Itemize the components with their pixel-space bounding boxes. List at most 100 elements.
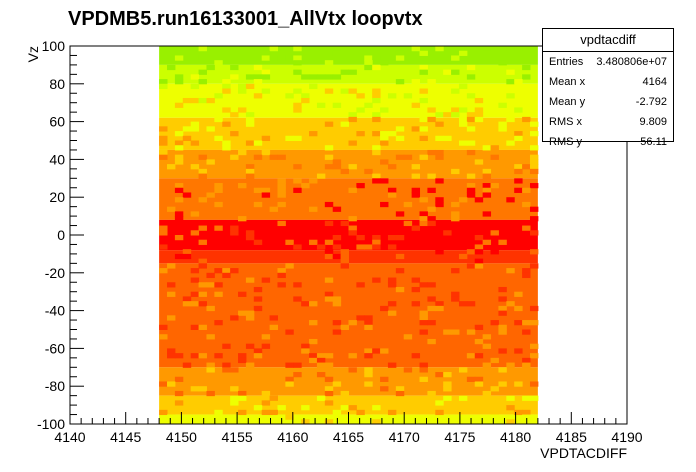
stats-value: 3.480806e+07 bbox=[596, 56, 667, 68]
heatmap-cell bbox=[159, 225, 168, 231]
heatmap-cell bbox=[411, 353, 421, 359]
heatmap-cell bbox=[387, 192, 397, 198]
heatmap-cell bbox=[159, 324, 168, 330]
heatmap-cell bbox=[451, 329, 460, 335]
chart-title: VPDMB5.run16133001_AllVtx loopvtx bbox=[68, 8, 423, 30]
heatmap-cell bbox=[293, 296, 302, 302]
heatmap-cell bbox=[206, 282, 215, 288]
heatmap-cell bbox=[356, 235, 365, 241]
y-tick-label: -60 bbox=[45, 340, 65, 356]
heatmap-cell bbox=[443, 69, 452, 75]
heatmap-cell bbox=[498, 324, 507, 330]
heatmap-cell bbox=[190, 301, 200, 307]
y-tick-label: 20 bbox=[49, 189, 65, 205]
heatmap-cell bbox=[451, 88, 460, 94]
heatmap-cell bbox=[174, 376, 184, 382]
heatmap-cell bbox=[269, 315, 278, 321]
heatmap-cell bbox=[245, 173, 255, 179]
heatmap-cell bbox=[529, 154, 539, 160]
heatmap-cell bbox=[309, 239, 318, 245]
y-tick-label: 80 bbox=[49, 76, 65, 92]
heatmap-cell bbox=[309, 131, 318, 137]
heatmap-cell bbox=[514, 409, 523, 416]
heatmap-cell bbox=[261, 409, 271, 416]
heatmap-cell bbox=[419, 216, 428, 222]
heatmap-cell bbox=[277, 183, 286, 189]
heatmap-cell bbox=[458, 395, 468, 401]
heatmap-cell bbox=[324, 154, 334, 160]
heatmap-cell bbox=[190, 230, 200, 236]
heatmap-cell bbox=[324, 164, 334, 170]
heatmap-cell bbox=[348, 405, 357, 411]
heatmap-cell bbox=[332, 102, 342, 108]
heatmap-cell bbox=[309, 353, 318, 359]
heatmap-cell bbox=[466, 263, 476, 269]
heatmap-cell bbox=[372, 239, 381, 245]
heatmap-cell bbox=[340, 263, 349, 269]
heatmap-cell bbox=[159, 230, 168, 236]
heatmap-cell bbox=[356, 409, 365, 416]
heatmap-cell bbox=[474, 353, 484, 359]
heatmap-band bbox=[159, 263, 538, 368]
heatmap-cell bbox=[506, 268, 515, 274]
heatmap-cell bbox=[490, 386, 499, 392]
heatmap-cell bbox=[332, 164, 342, 170]
heatmap-cell bbox=[427, 296, 436, 302]
heatmap-cell bbox=[293, 60, 302, 66]
heatmap-cell bbox=[474, 159, 484, 165]
heatmap-cell bbox=[348, 88, 357, 94]
heatmap-cell bbox=[458, 121, 468, 127]
heatmap-cell bbox=[474, 116, 484, 123]
x-axis-title: VPDTACDIFF bbox=[540, 445, 627, 461]
heatmap-cell bbox=[458, 197, 468, 203]
heatmap-cell bbox=[387, 310, 397, 316]
heatmap-cell bbox=[316, 353, 326, 359]
heatmap-cell bbox=[245, 230, 255, 236]
heatmap-cell bbox=[238, 183, 247, 189]
heatmap-cell bbox=[293, 88, 302, 94]
heatmap-cell bbox=[529, 131, 539, 137]
heatmap-cell bbox=[435, 46, 444, 52]
heatmap-cell bbox=[206, 390, 215, 397]
heatmap-cell bbox=[474, 381, 484, 387]
heatmap-cell bbox=[182, 301, 192, 307]
heatmap-cell bbox=[159, 244, 168, 250]
stats-label: RMS x bbox=[549, 116, 582, 128]
heatmap-cell bbox=[419, 282, 428, 288]
heatmap-cell bbox=[482, 390, 492, 397]
heatmap-cell bbox=[411, 79, 421, 85]
heatmap-cell bbox=[514, 320, 523, 326]
heatmap-cell bbox=[466, 74, 476, 80]
heatmap-cell bbox=[167, 206, 176, 212]
heatmap-cell bbox=[490, 320, 499, 326]
heatmap-cell bbox=[214, 116, 223, 123]
heatmap-cell bbox=[230, 386, 239, 392]
heatmap-cell bbox=[340, 253, 349, 260]
heatmap-cell bbox=[348, 164, 357, 170]
heatmap-cell bbox=[340, 390, 349, 397]
heatmap-cell bbox=[364, 348, 373, 354]
heatmap-cell bbox=[380, 131, 389, 137]
heatmap-cell bbox=[435, 400, 444, 406]
heatmap-cell bbox=[253, 305, 263, 312]
heatmap-cell bbox=[174, 131, 184, 137]
heatmap-cell bbox=[466, 376, 476, 382]
heatmap-cell bbox=[245, 164, 255, 170]
heatmap-cell bbox=[356, 131, 365, 137]
heatmap-cell bbox=[261, 390, 271, 397]
heatmap-cell bbox=[301, 348, 310, 354]
heatmap-cell bbox=[245, 362, 255, 368]
heatmap-cell bbox=[198, 301, 207, 307]
heatmap-cell bbox=[214, 187, 223, 193]
heatmap-cell bbox=[261, 88, 271, 94]
heatmap-cell bbox=[529, 216, 539, 222]
heatmap-cell bbox=[285, 263, 294, 269]
heatmap-cell bbox=[419, 126, 428, 132]
heatmap-cell bbox=[348, 112, 357, 118]
heatmap-cell bbox=[269, 409, 278, 416]
stats-box: vpdtacdiff Entries 3.480806e+07 Mean x 416… bbox=[542, 28, 674, 148]
y-axis-title: Vz bbox=[25, 46, 41, 62]
heatmap-cell bbox=[190, 140, 200, 146]
heatmap-cell bbox=[206, 97, 215, 104]
heatmap-cell bbox=[506, 69, 515, 75]
